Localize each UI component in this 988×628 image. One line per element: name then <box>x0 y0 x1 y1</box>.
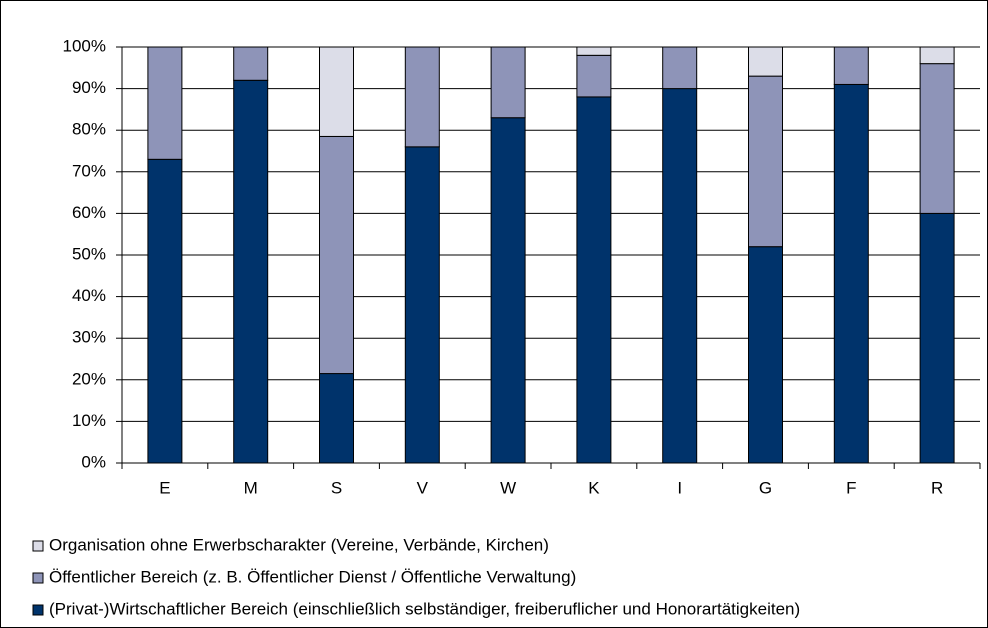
legend-label: (Privat-)Wirtschaftlicher Bereich (einsc… <box>49 599 800 618</box>
bar-segment <box>319 373 354 464</box>
x-tick-label: R <box>931 478 943 497</box>
y-tick-label: 80% <box>72 120 106 139</box>
bar-segment <box>233 46 269 81</box>
bar-segment <box>748 246 783 464</box>
x-tick-label: I <box>677 478 682 497</box>
bar-segment <box>919 212 955 464</box>
x-tick-label: F <box>846 478 856 497</box>
bar-segment <box>833 46 869 85</box>
y-tick-label: 40% <box>72 286 106 305</box>
x-tick-label: G <box>759 478 772 497</box>
y-tick-label: 10% <box>72 411 106 430</box>
legend-swatch <box>32 604 44 616</box>
bar-segment <box>576 96 612 464</box>
y-tick-label: 100% <box>63 36 106 55</box>
y-tick-label: 90% <box>72 78 106 97</box>
x-tick-label: E <box>159 478 170 497</box>
bar-segment <box>490 117 526 464</box>
legend-swatch <box>32 572 44 584</box>
bar-segment <box>662 46 698 90</box>
bar-segment <box>919 46 955 65</box>
legend-label: Organisation ohne Erwerbscharakter (Vere… <box>49 535 549 554</box>
x-tick-label: V <box>417 478 429 497</box>
y-tick-label: 30% <box>72 328 106 347</box>
y-tick-label: 60% <box>72 203 106 222</box>
legend-label: Öffentlicher Bereich (z. B. Öffentlicher… <box>49 567 576 586</box>
x-tick-label: W <box>500 478 516 497</box>
bar-segment <box>919 63 955 214</box>
y-tick-label: 0% <box>81 452 106 471</box>
legend-swatch <box>32 540 44 552</box>
bar-segment <box>404 46 440 148</box>
y-tick-label: 70% <box>72 161 106 180</box>
bar-segment <box>490 46 526 119</box>
y-tick-label: 20% <box>72 369 106 388</box>
bar-segment <box>576 54 612 98</box>
bar-segment <box>576 46 612 56</box>
bar-segment <box>147 46 183 160</box>
y-tick-label: 50% <box>72 244 106 263</box>
x-tick-label: K <box>588 478 600 497</box>
bar-segment <box>748 75 783 248</box>
x-tick-label: S <box>331 478 342 497</box>
bar-segment <box>833 83 869 464</box>
bar-segment <box>404 146 440 464</box>
x-tick-label: M <box>244 478 258 497</box>
bar-segment <box>233 79 269 464</box>
bar-segment <box>748 46 783 77</box>
bar-segment <box>319 135 354 375</box>
bar-segment <box>147 158 183 464</box>
bar-segment <box>319 46 354 137</box>
bar-segment <box>662 88 698 464</box>
